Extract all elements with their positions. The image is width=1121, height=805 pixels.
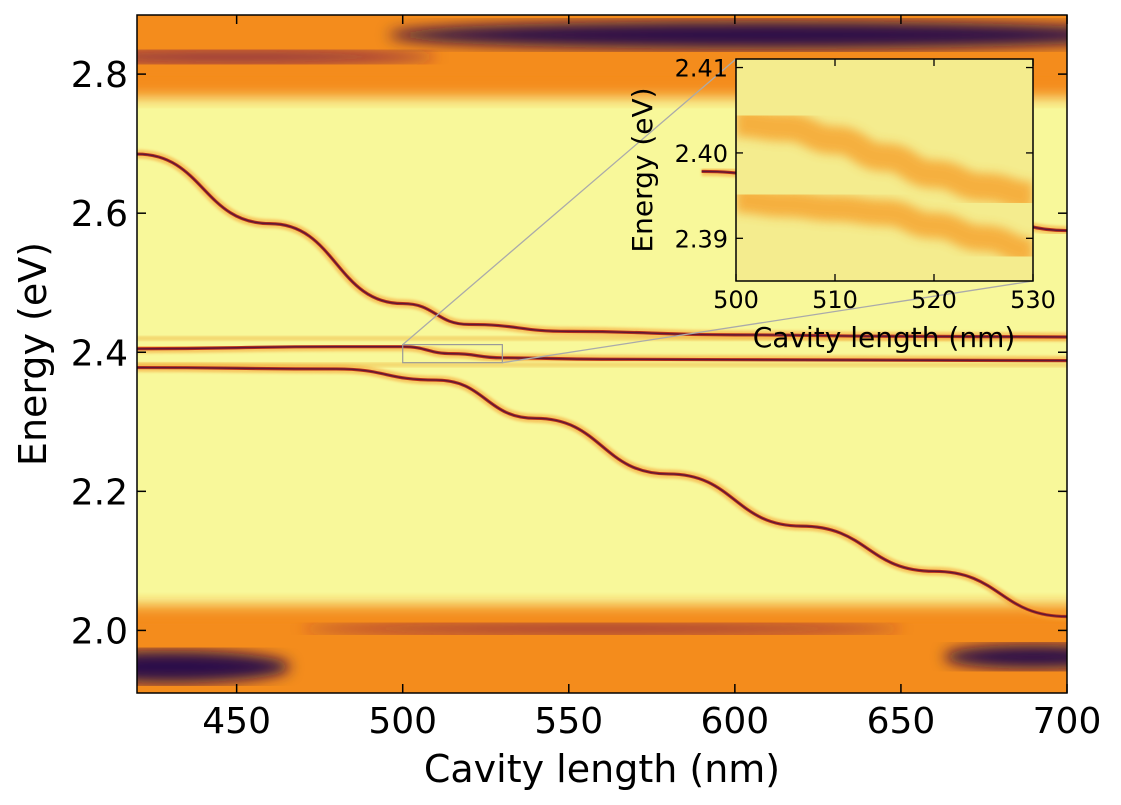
inset-lower-branch	[736, 186, 1033, 265]
inset-x-tick-label: 520	[911, 286, 957, 314]
exciton-line	[137, 362, 1067, 368]
main-y-tick-label: 2.6	[71, 194, 128, 235]
zoom-connector-top	[402, 58, 737, 346]
inset-heatmap	[736, 59, 1033, 281]
main-x-tick-label: 600	[700, 701, 769, 742]
main-x-tick-label: 700	[1033, 701, 1102, 742]
main-y-ticks: 2.0 2.2 2.4 2.6 2.8	[71, 55, 1067, 652]
main-bands	[137, 15, 1067, 693]
inset-x-ticks: 500 510 520 530	[713, 59, 1056, 314]
bottom-band-dark-lobe-3	[302, 623, 902, 634]
inset-y-tick-label: 2.39	[675, 225, 728, 253]
inset-x-tick-label: 530	[1010, 286, 1056, 314]
bottom-band-dark-lobe-2	[943, 644, 1067, 669]
top-band-dark-lobe	[388, 21, 1067, 49]
main-x-tick-label: 500	[368, 701, 437, 742]
inset-x-axis-label: Cavity length (nm)	[753, 321, 1016, 354]
lower-polariton-core	[137, 366, 1067, 618]
main-y-axis-label: Energy (eV)	[11, 242, 55, 466]
main-x-tick-label: 650	[867, 701, 936, 742]
inset-chart: 500 510 520 530 2.39 2.40 2.41 Cavity length …	[626, 55, 1056, 354]
inset-y-axis-label: Energy (eV)	[626, 87, 659, 252]
zoom-box	[402, 344, 503, 364]
inset-y-ticks: 2.39 2.40 2.41	[675, 55, 1033, 253]
inset-x-tick-label: 500	[713, 286, 759, 314]
main-axes-frame	[136, 14, 1068, 694]
main-y-tick-label: 2.8	[71, 55, 128, 96]
main-x-ticks: 450 500 550 600 650 700	[202, 15, 1101, 742]
main-x-tick-label: 550	[534, 701, 603, 742]
main-y-tick-label: 2.2	[71, 472, 128, 513]
inset-x-tick-label: 510	[812, 286, 858, 314]
bottom-band	[137, 622, 1067, 693]
upper-polariton-core	[137, 153, 1067, 338]
main-x-axis-label: Cavity length (nm)	[424, 747, 780, 791]
bottom-band-dark-lobe	[137, 650, 291, 683]
inset-upper-branch	[736, 109, 1033, 210]
zoom-connectors	[402, 58, 1034, 364]
zoom-connector-bottom	[502, 280, 1034, 364]
inset-axes-frame	[735, 58, 1034, 282]
inset-y-tick-label: 2.41	[675, 55, 728, 83]
top-band-dark-lobe-2	[137, 50, 437, 63]
main-y-tick-label: 2.0	[71, 611, 128, 652]
main-x-tick-label: 450	[202, 701, 271, 742]
inset-y-tick-label: 2.40	[675, 140, 728, 168]
inset-branches	[736, 109, 1033, 265]
main-y-tick-label: 2.4	[71, 333, 128, 374]
exciton-line	[137, 335, 1067, 341]
